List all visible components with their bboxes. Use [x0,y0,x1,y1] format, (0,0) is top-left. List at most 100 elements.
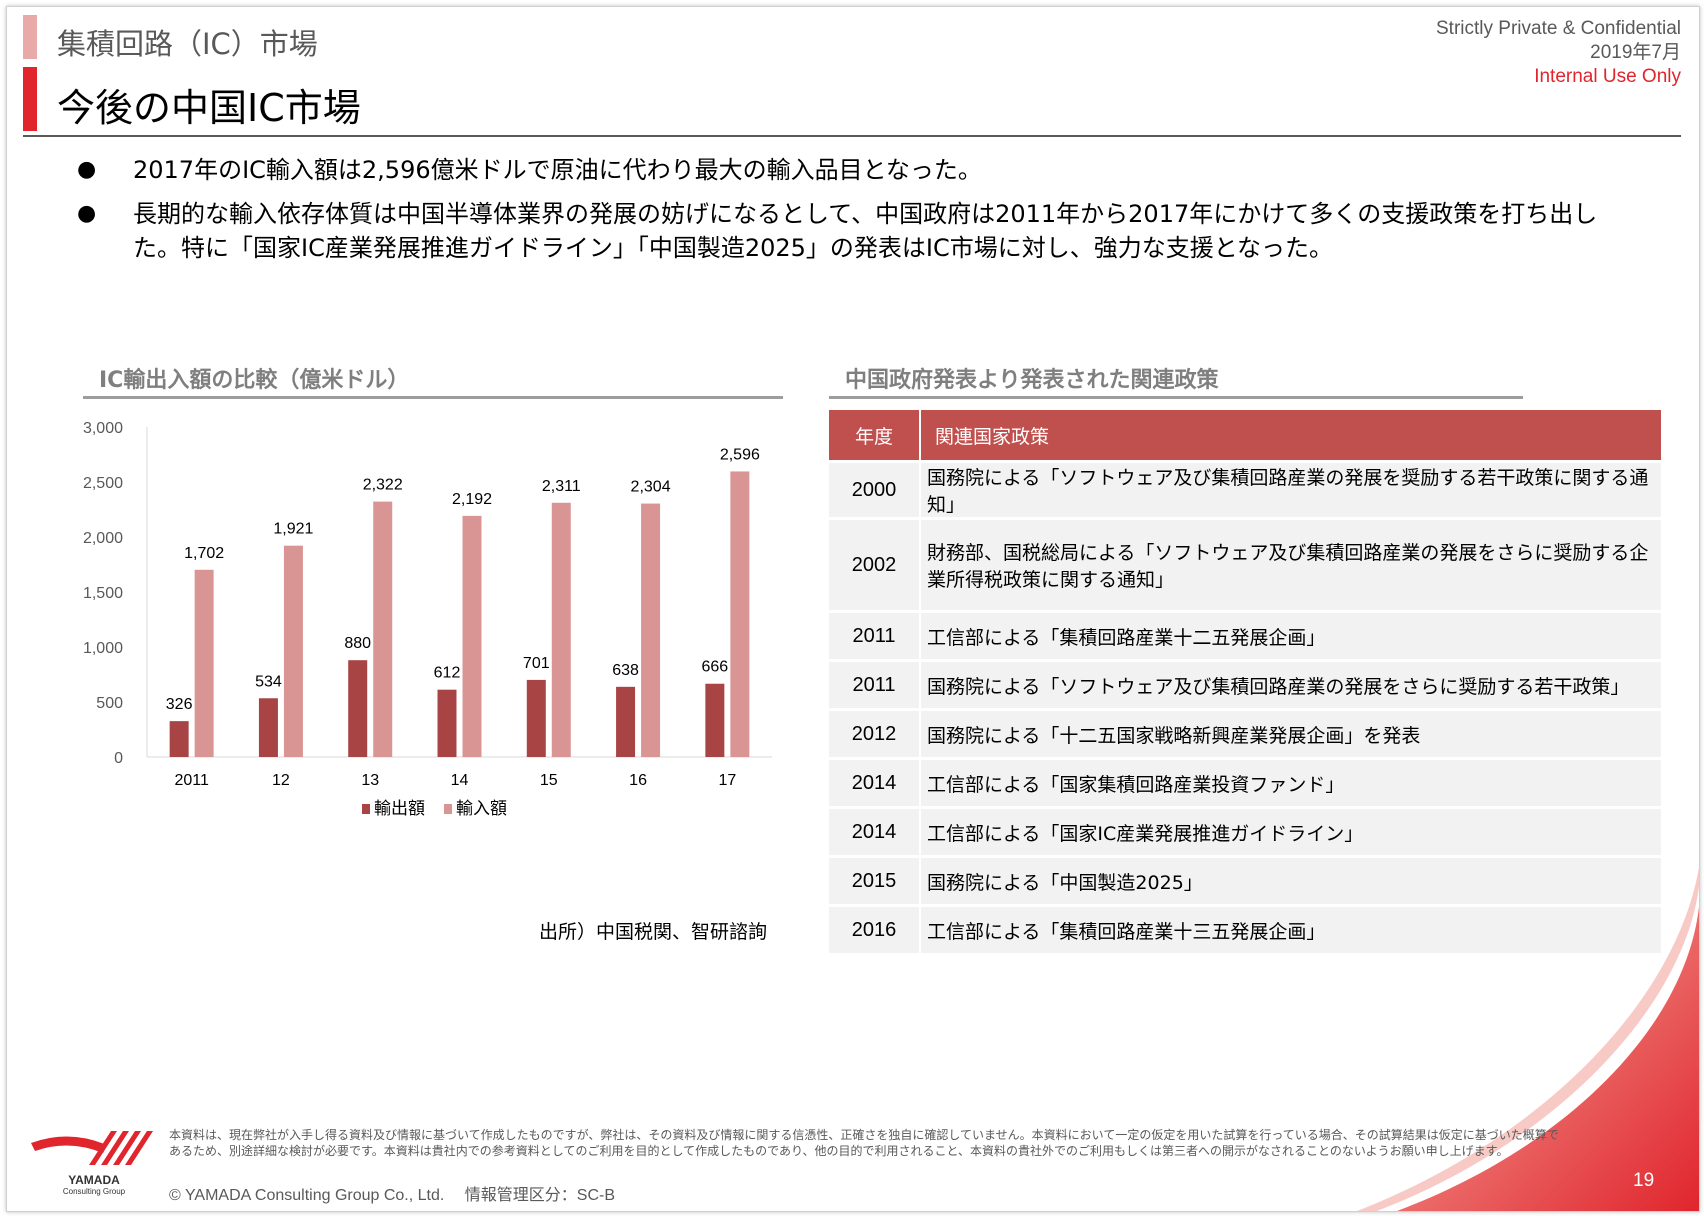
row-policy: 工信部による「集積回路産業十二五発展企画」 [921,613,1661,659]
data-label: 326 [166,696,193,713]
slide: 集積回路（IC）市場 今後の中国IC市場 Strictly Private & … [6,6,1700,1212]
corner-swoosh-decoration [1357,867,1699,1211]
data-label: 2,192 [452,491,492,508]
yamada-logo-icon [31,1131,153,1165]
policy-table-title-rule [829,396,1523,399]
bar-import [551,502,571,757]
table-row: 2000 国務院による「ソフトウェア及び集積回路産業の発展を奨励する若干政策に関… [829,463,1661,517]
ic-trade-bar-chart: 0 500 1,000 1,500 2,000 2,500 3,000 2011 326 1,70… [83,420,772,819]
y-tick-label: 3,000 [83,420,123,437]
chart-source: 出所）中国税関、智研諮詢 [539,921,768,943]
row-policy: 工信部による「国家IC産業発展推進ガイドライン」 [921,809,1661,855]
legend-swatch-export [362,804,370,814]
row-policy: 財務部、国税総局による「ソフトウェア及び集積回路産業の発展をさらに奨励する企業所… [921,520,1661,610]
copyright-text: © YAMADA Consulting Group Co., Ltd. 情報管理… [169,1187,616,1204]
internal-use-label: Internal Use Only [1534,66,1681,87]
chart-title: IC輸出入額の比較（億米ドル） [99,368,410,393]
row-policy: 国務院による「ソフトウェア及び集積回路産業の発展を奨励する若干政策に関する通知」 [921,463,1661,517]
data-label: 701 [523,655,550,672]
bar-export [705,683,725,757]
logo-subtitle: Consulting Group [62,1187,126,1196]
row-policy: 工信部による「集積回路産業十三五発展企画」 [921,907,1661,953]
row-year: 2000 [829,463,921,517]
x-tick-label: 16 [629,772,647,789]
row-policy: 国務院による「ソフトウェア及び集積回路産業の発展をさらに奨励する若干政策」 [921,662,1661,708]
row-year: 2015 [829,858,921,904]
bar-import [373,501,393,757]
row-year: 2002 [829,520,921,610]
x-tick-label: 15 [540,772,558,789]
page-title: 今後の中国IC市場 [57,86,361,130]
legend-label-import: 輸入額 [456,799,507,819]
bar-export [169,721,189,757]
x-tick-label: 13 [361,772,379,789]
table-row: 2011 国務院による「ソフトウェア及び集積回路産業の発展をさらに奨励する若干政… [829,662,1661,708]
data-label: 1,702 [184,545,224,562]
bullet-list: ● 2017年のIC輸入額は2,596億米ドルで原油に代わり最大の輸入品目となっ… [77,153,1637,275]
y-tick-label: 1,500 [83,585,123,602]
bar-export [258,698,278,757]
confidentiality-block: Strictly Private & Confidential 2019年7月 … [1436,17,1681,89]
bar-import [462,515,482,757]
y-tick-label: 2,000 [83,530,123,547]
title-accent-red [23,67,37,131]
row-year: 2014 [829,809,921,855]
policy-table-title: 中国政府発表より発表された関連政策 [845,368,1219,393]
y-tick-label: 0 [114,750,123,767]
x-tick-label: 14 [451,772,469,789]
row-year: 2011 [829,613,921,659]
title-accent-light [23,15,37,59]
page-number: 19 [1633,1170,1655,1191]
date-label: 2019年7月 [1590,42,1681,63]
table-row: 2011 工信部による「集積回路産業十二五発展企画」 [829,613,1661,659]
section-title: 集積回路（IC）市場 [57,27,318,61]
data-label: 2,304 [631,479,671,496]
x-tick-label: 2011 [174,772,209,789]
table-row: 2014 工信部による「国家IC産業発展推進ガイドライン」 [829,809,1661,855]
data-label: 666 [702,659,729,676]
chart-title-rule [83,396,783,399]
bar-import [194,569,214,757]
x-tick-label: 17 [718,772,736,789]
row-year: 2014 [829,760,921,806]
legend-swatch-import [444,804,452,814]
disclaimer-text: 本資料は、現在弊社が入手し得る資料及び情報に基づいて作成したものですが、弊社は、… [169,1128,1559,1158]
bullet-text: 長期的な輸入依存体質は中国半導体業界の発展の妨げになるとして、中国政府は2011… [133,200,1598,262]
bar-export [348,660,368,757]
row-policy: 工信部による「国家集積回路産業投資ファンド」 [921,760,1661,806]
table-header-row: 年度 関連国家政策 [829,410,1661,460]
y-tick-label: 1,000 [83,640,123,657]
data-label: 2,596 [720,446,760,463]
logo-text: YAMADA Consulting Group [35,1174,153,1198]
y-tick-label: 2,500 [83,475,123,492]
bar-import [641,503,661,757]
policy-table: 年度 関連国家政策 2000 国務院による「ソフトウェア及び集積回路産業の発展を… [829,407,1661,956]
bar-export [526,679,546,757]
y-tick-label: 500 [96,695,123,712]
title-divider [23,135,1681,137]
confidential-label: Strictly Private & Confidential [1436,18,1681,39]
data-label: 638 [612,662,639,679]
data-label: 534 [255,673,282,690]
table-row: 2002 財務部、国税総局による「ソフトウェア及び集積回路産業の発展をさらに奨励… [829,520,1661,610]
row-year: 2011 [829,662,921,708]
bar-import [730,471,750,757]
bullet-dot-icon: ● [77,201,97,226]
bullet-item: ● 2017年のIC輸入額は2,596億米ドルで原油に代わり最大の輸入品目となっ… [77,153,1637,187]
row-policy: 国務院による「中国製造2025」 [921,858,1661,904]
data-label: 1,921 [273,521,313,538]
x-tick-label: 12 [272,772,290,789]
data-label: 2,311 [542,478,581,495]
header-year: 年度 [829,410,921,460]
logo-name: YAMADA [68,1173,120,1187]
bullet-text: 2017年のIC輸入額は2,596億米ドルで原油に代わり最大の輸入品目となった。 [133,156,982,184]
bullet-item: ● 長期的な輸入依存体質は中国半導体業界の発展の妨げになるとして、中国政府は20… [77,197,1637,265]
table-row: 2012 国務院による「十二五国家戦略新興産業発展企画」を発表 [829,711,1661,757]
legend-label-export: 輸出額 [374,799,425,819]
table-row: 2015 国務院による「中国製造2025」 [829,858,1661,904]
header-policy: 関連国家政策 [921,410,1661,460]
bar-import [283,545,303,757]
bar-export [437,689,457,757]
table-row: 2014 工信部による「国家集積回路産業投資ファンド」 [829,760,1661,806]
table-row: 2016 工信部による「集積回路産業十三五発展企画」 [829,907,1661,953]
